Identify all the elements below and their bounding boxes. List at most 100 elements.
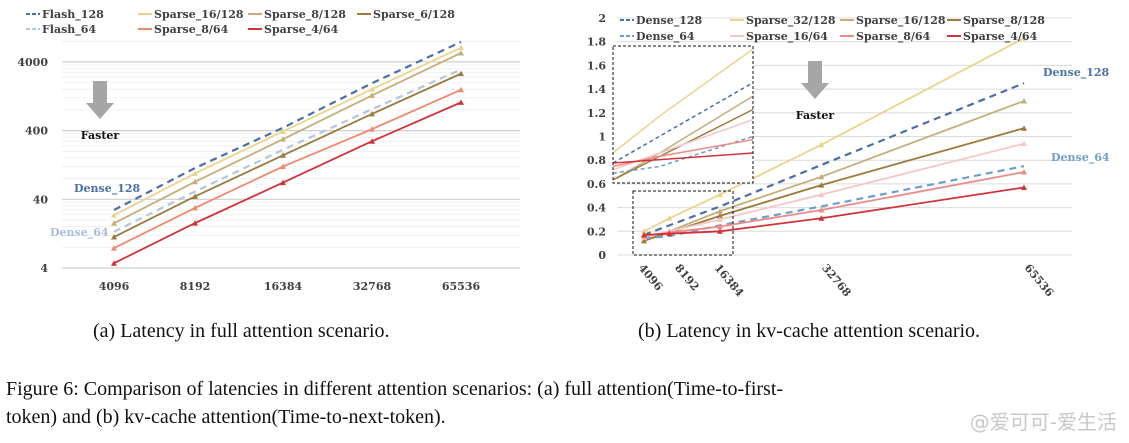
arrow-head-icon <box>86 103 114 119</box>
x-tick-label: 65536 <box>442 280 481 293</box>
series-Sparse_8/64 <box>111 86 464 251</box>
legend-item: Sparse_16/64 <box>730 30 828 44</box>
data-point <box>717 212 723 219</box>
data-point <box>111 245 117 251</box>
series-Sparse_8/128 <box>111 49 464 226</box>
series-line <box>113 68 462 233</box>
y-tick-label: 0.2 <box>587 225 606 238</box>
data-point <box>717 228 723 234</box>
data-point <box>641 237 647 244</box>
data-point <box>458 44 464 51</box>
y-tick-label: 2 <box>598 12 606 25</box>
legend-label: Flash_128 <box>42 8 104 22</box>
legend-item: Sparse_16/128 <box>138 8 244 22</box>
legend-label: Sparse_32/128 <box>746 14 836 28</box>
data-point <box>280 136 286 142</box>
data-point <box>818 215 825 221</box>
data-point <box>717 208 723 214</box>
x-tick-label: 4096 <box>636 262 666 294</box>
data-point <box>666 215 673 221</box>
legend-item: Sparse_32/128 <box>730 14 836 28</box>
y-tick-label: 1.6 <box>587 59 606 72</box>
legend-item: Sparse_4/64 <box>248 23 339 37</box>
inset-box <box>612 45 754 184</box>
x-tick-label: 8192 <box>180 280 211 293</box>
data-point <box>458 49 464 56</box>
series-Flash_64 <box>113 68 462 233</box>
data-point <box>111 234 117 240</box>
data-point <box>1021 125 1027 131</box>
series-line <box>113 88 462 249</box>
series-line <box>643 186 1025 236</box>
inset-chart <box>613 46 753 183</box>
y-tick-label: 1.4 <box>587 83 606 96</box>
y-tick-label: 0.8 <box>587 154 606 167</box>
x-tick-label: 8192 <box>672 262 702 294</box>
chart-b: 0 0.2 0.4 0.6 0.8 1 1.2 1.4 1.6 1.8 2 4096 8192 16384… <box>587 12 1110 300</box>
watermark: @爱可可-爱生活 <box>969 410 1117 434</box>
legend-item: Sparse_8/64 <box>840 30 931 44</box>
series-Sparse_16/128 <box>111 44 464 218</box>
legend-label: Sparse_8/128 <box>963 14 1045 28</box>
legend-label: Flash_64 <box>42 23 96 37</box>
series-Sparse_4/64 <box>111 99 464 266</box>
arrow-head-icon <box>801 83 829 99</box>
legend-label: Sparse_8/64 <box>856 30 931 44</box>
data-point <box>369 92 375 98</box>
data-point <box>280 163 286 170</box>
data-point <box>458 70 464 77</box>
figure-caption-line1: Figure 6: Comparison of latencies in dif… <box>6 378 784 400</box>
series-Sparse_6/128 <box>111 70 464 240</box>
legend-label: Sparse_6/128 <box>373 8 455 22</box>
y-tick-label: 4 <box>40 262 48 275</box>
data-point <box>111 260 117 266</box>
legend-item: Sparse_16/128 <box>840 14 946 28</box>
data-point <box>458 99 464 105</box>
data-point <box>111 220 117 226</box>
y-tick-label: 1.8 <box>587 36 606 49</box>
legend-item: Flash_64 <box>26 23 96 37</box>
data-point <box>111 212 117 218</box>
x-tick-label: 32768 <box>353 280 392 293</box>
data-point <box>1021 35 1027 41</box>
y-tick-label: 0.4 <box>587 202 606 215</box>
inset-series-line <box>613 81 753 164</box>
zoom-region-box <box>632 190 734 256</box>
inset-series-line <box>613 138 753 168</box>
series-Sparse_32/128 <box>641 35 1027 234</box>
dense-128-label: Dense_128 <box>1043 66 1110 80</box>
data-point <box>641 228 647 234</box>
data-point <box>818 141 825 148</box>
data-point <box>1021 97 1027 104</box>
chart-a: 4 40 400 4000 4096 8192 16384 32768 65536 Flash_1… <box>17 8 520 293</box>
data-point <box>369 138 375 144</box>
x-tick-label: 65536 <box>1022 262 1057 300</box>
y-tick-label: 4000 <box>17 56 48 69</box>
data-point <box>666 230 673 237</box>
data-point <box>1021 169 1027 175</box>
inset-series-line <box>613 152 753 164</box>
inset-background <box>613 46 753 183</box>
legend-label: Sparse_8/64 <box>154 23 229 37</box>
x-tick-label: 32768 <box>819 262 854 300</box>
x-tick-label: 16384 <box>712 262 747 300</box>
data-point <box>717 191 723 198</box>
legend-label: Sparse_4/64 <box>264 23 339 37</box>
inset-series-line <box>613 48 753 154</box>
inset-series-line <box>613 135 753 174</box>
data-point <box>717 223 723 230</box>
data-point <box>818 206 825 213</box>
legend-label: Dense_128 <box>636 14 703 28</box>
legend-item: Flash_128 <box>26 8 104 22</box>
data-point <box>818 191 825 198</box>
y-tick-label: 400 <box>25 125 48 138</box>
y-tick-label: 1.2 <box>587 107 606 120</box>
y-tick-label: 1 <box>598 131 606 144</box>
legend-item: Sparse_4/64 <box>947 30 1038 44</box>
y-tick-label: 40 <box>33 193 49 206</box>
arrow-down-icon <box>808 61 822 83</box>
data-point <box>818 182 825 188</box>
data-point <box>641 231 647 238</box>
